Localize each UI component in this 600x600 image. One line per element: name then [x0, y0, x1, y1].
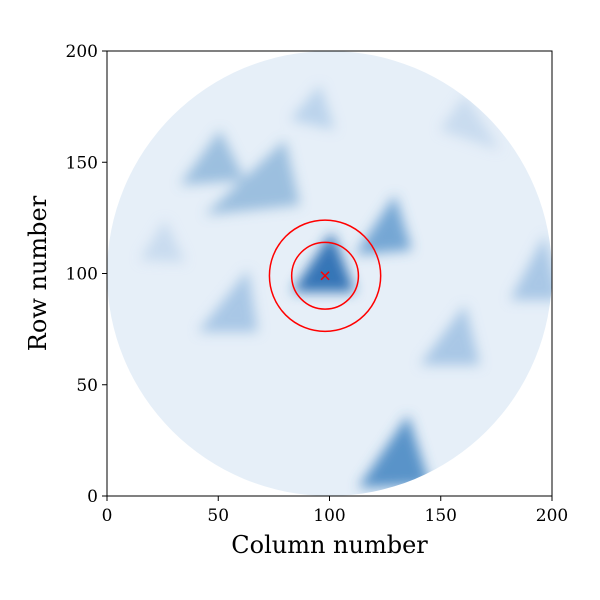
blob: [510, 235, 552, 300]
y-axis-label: Row number: [24, 195, 52, 351]
blob: [420, 305, 480, 365]
blob: [205, 140, 300, 215]
x-tick-label: 0: [102, 506, 113, 526]
x-tick-label: 50: [207, 506, 229, 526]
blob: [140, 220, 185, 262]
blob: [355, 195, 412, 255]
blobs: [140, 85, 552, 488]
x-axis-label: Column number: [231, 531, 428, 559]
x-tick-label: 200: [536, 506, 568, 526]
blob: [358, 415, 430, 488]
image: [107, 51, 552, 496]
blob: [290, 85, 335, 130]
aperture-circle: [268, 219, 382, 333]
blob: [440, 95, 500, 150]
y-tick-label: 150: [66, 153, 98, 173]
x-tick-label: 100: [313, 506, 345, 526]
y-tick-label: 50: [76, 376, 98, 396]
y-tick-label: 200: [66, 42, 98, 62]
y-tick-label: 100: [66, 265, 98, 285]
blob: [180, 130, 245, 185]
x-tick-label: 150: [425, 506, 457, 526]
aperture-circle: [290, 241, 360, 310]
y-tick-label: 0: [87, 487, 98, 507]
center-marker: [320, 271, 330, 281]
blob: [198, 270, 258, 332]
blob: [292, 232, 355, 292]
